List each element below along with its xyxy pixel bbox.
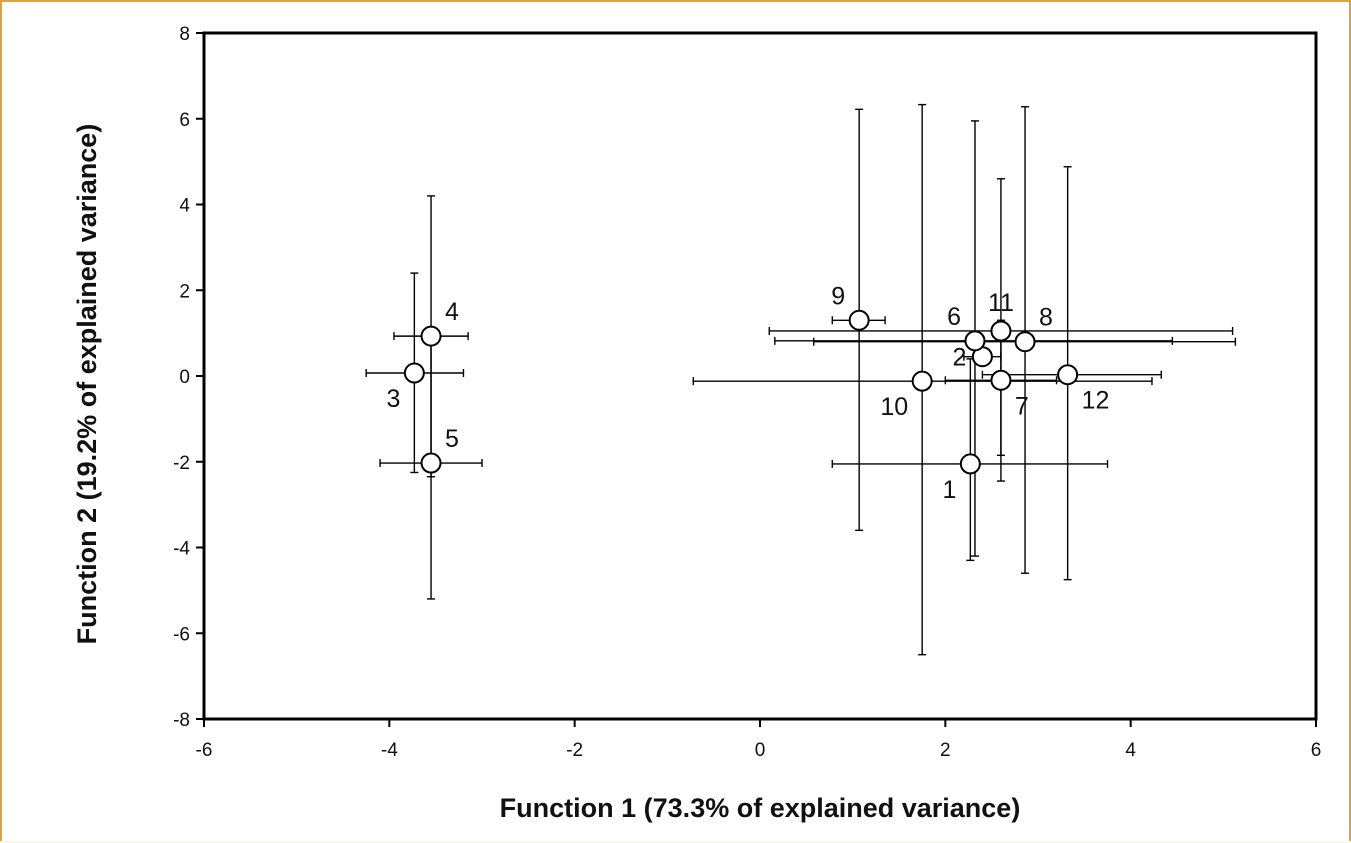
data-point-6 bbox=[964, 330, 986, 352]
y-tick-label: 8 bbox=[179, 24, 190, 45]
error-bars-layer bbox=[365, 103, 1237, 656]
point-label: 11 bbox=[988, 289, 1014, 317]
y-tick-label: -4 bbox=[173, 539, 190, 560]
point-label: 5 bbox=[445, 425, 459, 453]
y-tick-label: 0 bbox=[179, 367, 190, 388]
data-point-4 bbox=[420, 325, 442, 347]
point-label: 7 bbox=[1015, 392, 1029, 420]
point-label: 4 bbox=[445, 298, 459, 326]
y-tick-label: 2 bbox=[179, 281, 190, 302]
point-label: 10 bbox=[880, 393, 908, 421]
point-label: 1 bbox=[942, 476, 956, 504]
data-point-8 bbox=[1014, 331, 1036, 353]
data-point-5 bbox=[420, 452, 442, 474]
x-tick-label: -4 bbox=[381, 740, 398, 761]
point-label: 9 bbox=[831, 282, 845, 310]
data-point-3 bbox=[403, 362, 425, 384]
x-tick-label: -6 bbox=[196, 740, 213, 761]
y-tick-label: -2 bbox=[173, 453, 190, 474]
y-tick-label: 6 bbox=[179, 110, 190, 131]
error-bar-point-11 bbox=[768, 178, 1234, 457]
x-tick-label: -2 bbox=[566, 740, 583, 761]
y-tick-label: 4 bbox=[179, 196, 190, 217]
x-axis-title: Function 1 (73.3% of explained variance) bbox=[500, 793, 1021, 823]
data-point-1 bbox=[959, 453, 981, 475]
y-tick-label: -8 bbox=[173, 710, 190, 731]
point-label: 12 bbox=[1082, 387, 1110, 415]
x-tick-label: 0 bbox=[755, 740, 766, 761]
data-point-12 bbox=[1057, 364, 1079, 386]
data-point-11 bbox=[990, 320, 1012, 342]
plot-area-border bbox=[202, 31, 1318, 721]
x-tick-label: 2 bbox=[940, 740, 951, 761]
data-point-10 bbox=[911, 370, 933, 392]
point-label: 6 bbox=[947, 303, 961, 331]
y-axis-title: Function 2 (19.2% of explained variance) bbox=[72, 124, 102, 645]
points-layer bbox=[403, 309, 1079, 475]
x-axis-ticks: -6 -4 -2 0 2 4 6 bbox=[196, 719, 1322, 761]
point-label: 3 bbox=[386, 385, 400, 413]
x-tick-label: 6 bbox=[1311, 740, 1322, 761]
data-point-9 bbox=[848, 309, 870, 331]
point-label: 2 bbox=[952, 344, 966, 372]
y-axis-ticks: -8 -6 -4 -2 0 2 4 6 8 bbox=[173, 24, 204, 731]
x-tick-label: 4 bbox=[1125, 740, 1136, 761]
y-tick-label: -6 bbox=[173, 624, 190, 645]
point-label: 8 bbox=[1039, 304, 1053, 332]
data-point-7 bbox=[990, 369, 1012, 391]
